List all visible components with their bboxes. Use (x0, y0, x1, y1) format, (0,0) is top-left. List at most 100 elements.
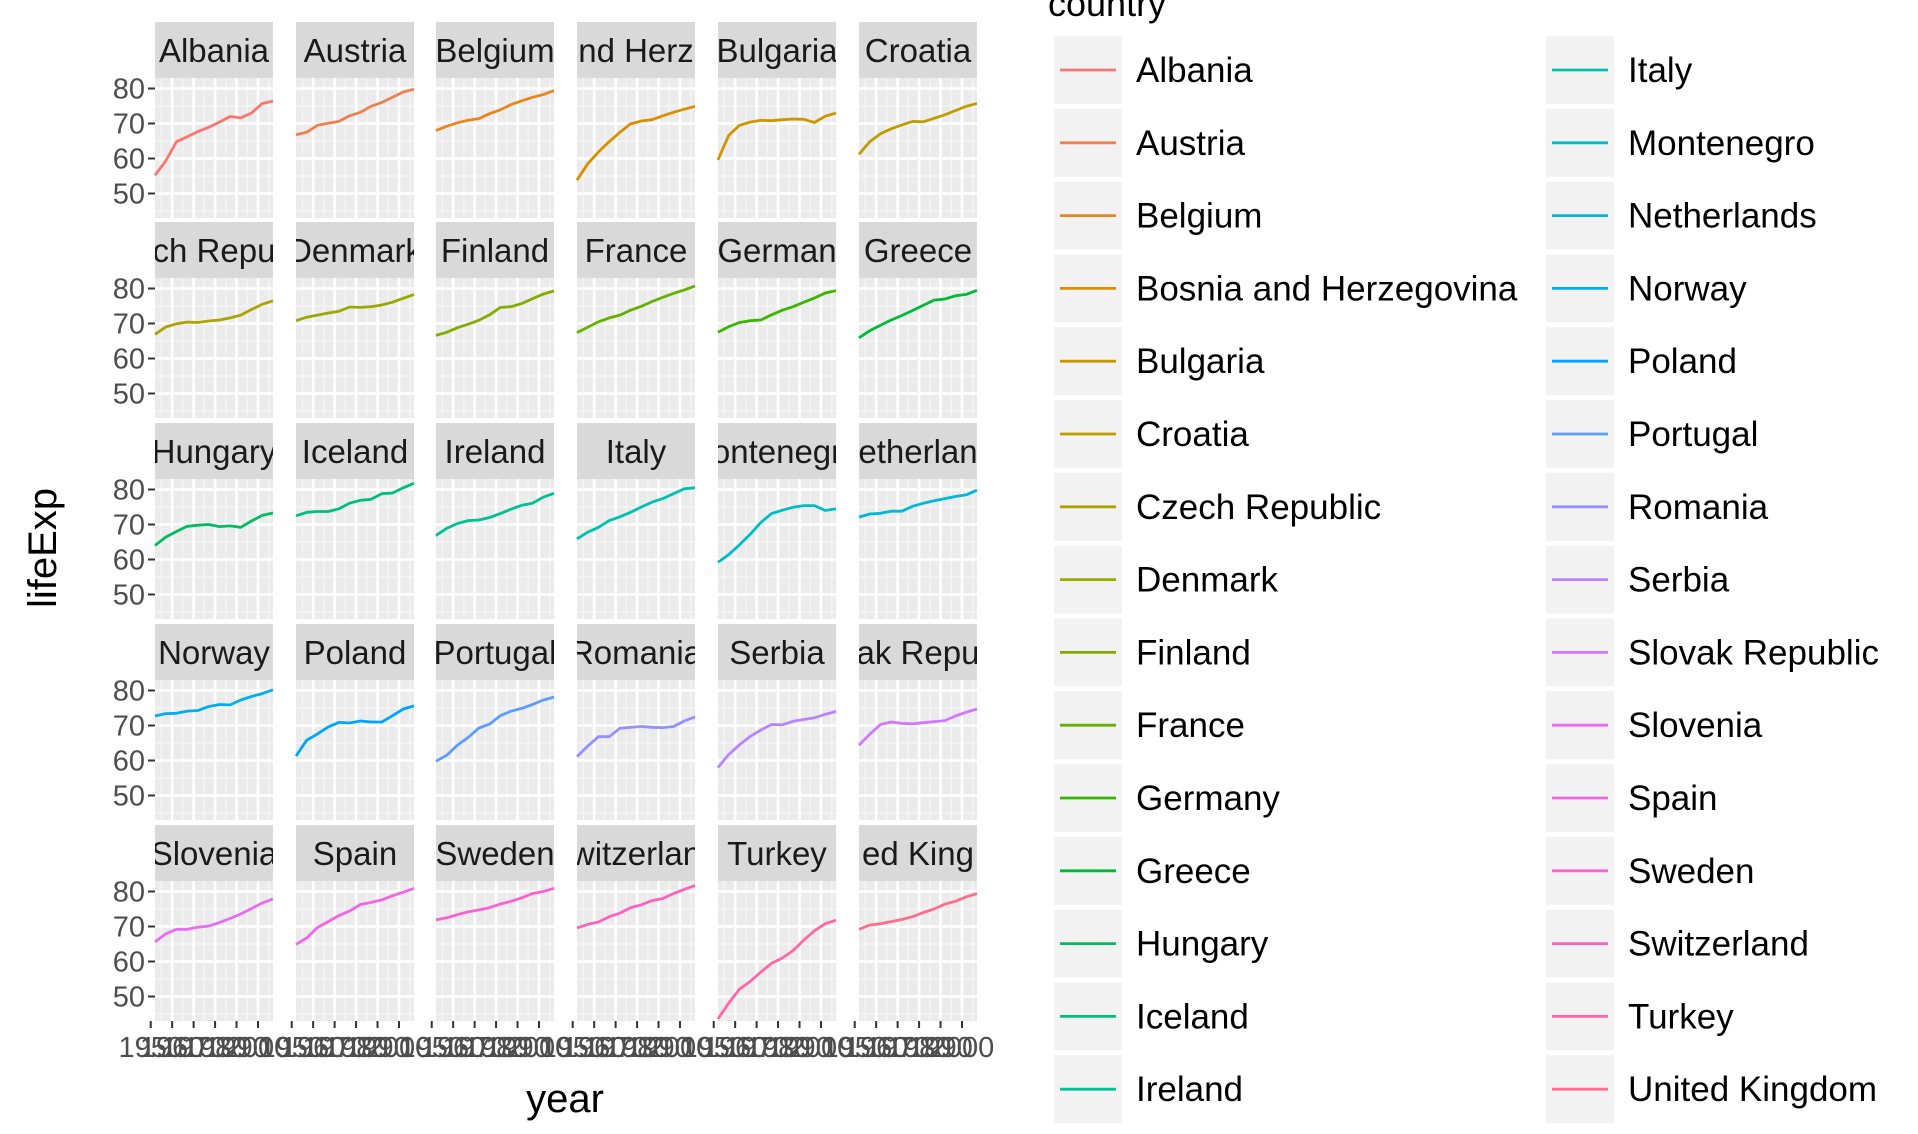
facet-strip (436, 423, 554, 479)
facet-strip-label: Poland (304, 634, 407, 671)
series-line (716, 710, 837, 769)
legend-label: Portugal (1628, 415, 1758, 454)
y-tick-label: 60 (113, 746, 145, 778)
facet-strip (436, 222, 554, 278)
facet-panel: Hungary (154, 423, 274, 619)
legend-item: Greece (1054, 836, 1251, 905)
facet-panel: Albania (153, 22, 274, 218)
facet-panel: Croatia (857, 22, 978, 218)
y-tick-label: 70 (113, 510, 145, 542)
legend-item: Sweden (1546, 836, 1754, 905)
x-tick-label: 1960 (703, 1032, 768, 1064)
legend-item: Finland (1054, 618, 1251, 687)
facet-strip (859, 423, 977, 479)
legend: country Albania Austria Belgium Bosnia and … (1048, 0, 1879, 1124)
y-tick-label: 70 (113, 109, 145, 141)
series-line (154, 897, 274, 944)
x-tick-label: 2000 (507, 1032, 572, 1064)
facet-panel: ontenegr (717, 423, 837, 619)
legend-label: Croatia (1136, 415, 1249, 454)
facet-strip-label: Italy (606, 433, 667, 470)
facet-strip-label: Sweden (435, 835, 554, 872)
legend-item: United Kingdom (1546, 1055, 1877, 1124)
x-tick-label: 1980 (324, 1032, 389, 1064)
facet-strip-label: France (585, 232, 688, 269)
facet-strip-label: Austria (304, 32, 407, 69)
series-line (716, 111, 837, 161)
facet-strip-label: Ireland (445, 433, 546, 470)
series-line (858, 488, 978, 519)
facet-strip-label: Spain (313, 835, 397, 872)
facet-strip-label: Slovenia (151, 835, 278, 872)
facet-strip (859, 22, 977, 78)
x-tick-label: 1990 (204, 1032, 269, 1064)
legend-label: Germany (1136, 779, 1280, 818)
facet-panel: etherlan (858, 423, 978, 619)
y-tick-label: 60 (113, 947, 145, 979)
legend-label: Czech Republic (1136, 488, 1381, 527)
series-line (576, 486, 696, 541)
facet-strip-label: ch Repu (153, 232, 276, 269)
legend-item: Montenegro (1546, 108, 1815, 177)
facet-strip (155, 624, 273, 680)
x-tick-label: 1980 (887, 1032, 952, 1064)
x-tick-label: 1970 (442, 1032, 507, 1064)
series-line (858, 892, 978, 931)
facet-panel: Ireland (435, 423, 555, 619)
x-tick-label: 1970 (302, 1032, 367, 1064)
facet-panel: Turkey (716, 825, 837, 1021)
legend-item: France (1054, 691, 1245, 760)
legend-label: Switzerland (1628, 925, 1809, 964)
x-axis: 1950196019701980199020001950196019701980… (118, 1021, 994, 1064)
facet-strip (718, 624, 836, 680)
facet-panel: ch Repu (153, 222, 276, 418)
facet-panel: France (576, 222, 696, 418)
x-tick-label: 1970 (865, 1032, 930, 1064)
legend-label: Iceland (1136, 997, 1249, 1036)
x-tick-label: 1950 (259, 1032, 324, 1064)
facet-strip-label: Finland (441, 232, 549, 269)
facet-panel: Bulgaria (716, 22, 837, 218)
series-line (575, 104, 696, 181)
facet-strip (718, 222, 836, 278)
series-line (295, 481, 415, 518)
facet-strip (577, 825, 695, 881)
x-tick-label: 1990 (485, 1032, 550, 1064)
facet-strip (155, 222, 273, 278)
series-line (154, 299, 274, 336)
y-tick-label: 80 (113, 877, 145, 909)
series-line (576, 884, 696, 930)
facet-panels: Albania Austria Belgium nd Herz Bulgaria Croa… (151, 22, 978, 1021)
series-line (858, 288, 978, 339)
series-line (716, 918, 837, 1020)
legend-label: Finland (1136, 633, 1251, 672)
facet-panel: Italy (576, 423, 696, 619)
legend-item: Hungary (1054, 909, 1269, 978)
y-axis-title: lifeExp (21, 488, 65, 608)
legend-label: Greece (1136, 852, 1251, 891)
legend-item: Slovenia (1546, 691, 1763, 760)
x-tick-label: 1980 (464, 1032, 529, 1064)
legend-label: Norway (1628, 269, 1747, 308)
legend-item: Serbia (1546, 545, 1730, 614)
y-tick-label: 80 (113, 274, 145, 306)
facet-strip (296, 22, 414, 78)
facet-strip-label: witzerlan (570, 835, 701, 872)
facet-strip-label: etherlan (858, 433, 977, 470)
legend-item: Portugal (1546, 400, 1758, 468)
x-tick-label: 1990 (345, 1032, 410, 1064)
x-tick-label: 1970 (161, 1032, 226, 1064)
y-tick-label: 50 (113, 580, 145, 612)
facet-strip-label: Iceland (302, 433, 408, 470)
x-tick-label: 1960 (281, 1032, 346, 1064)
legend-item: Poland (1546, 327, 1737, 396)
legend-title: country (1048, 0, 1166, 24)
series-line (435, 89, 555, 132)
x-tick-label: 1950 (681, 1032, 746, 1064)
legend-item: Czech Republic (1054, 472, 1381, 541)
series-line (857, 102, 978, 156)
facet-panel: witzerlan (570, 825, 701, 1021)
legend-label: Belgium (1136, 197, 1262, 236)
legend-item: Slovak Republic (1546, 618, 1879, 687)
series-line (154, 688, 274, 718)
